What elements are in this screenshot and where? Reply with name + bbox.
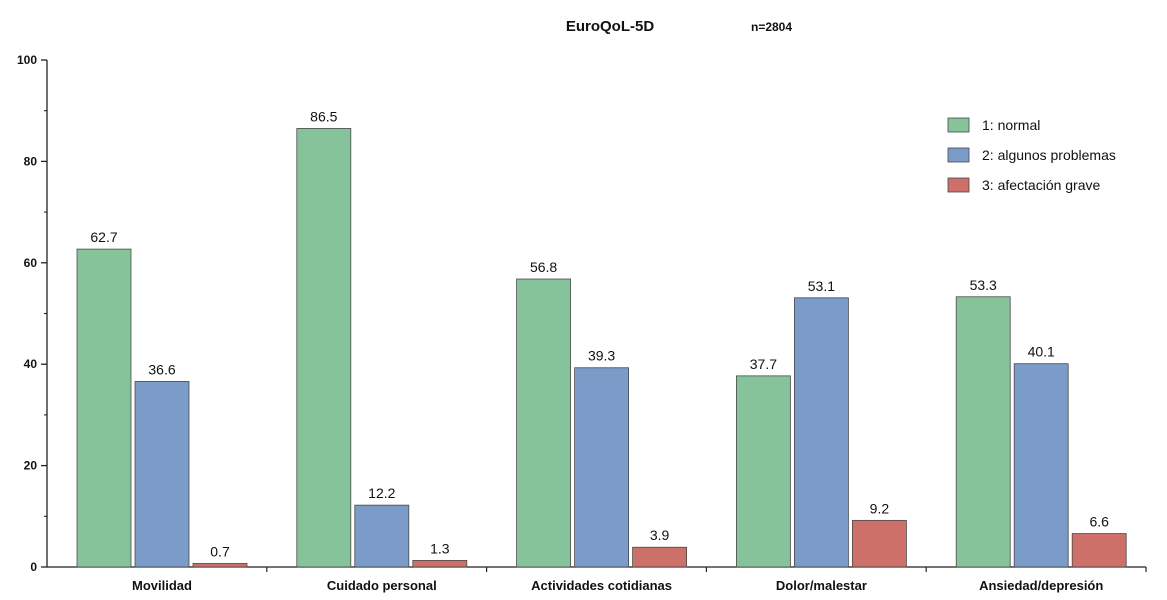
y-tick-label: 100	[17, 53, 37, 67]
bar	[134, 381, 190, 568]
bar	[736, 375, 791, 568]
bar	[632, 546, 687, 568]
bar	[794, 297, 849, 568]
data-label: 6.6	[1089, 514, 1109, 530]
y-tick-label: 60	[24, 256, 38, 270]
data-label: 0.7	[210, 543, 230, 559]
data-label: 9.2	[870, 500, 890, 516]
bar	[516, 278, 571, 568]
data-label: 53.3	[970, 277, 997, 293]
bar	[412, 560, 468, 568]
x-tick-label: Cuidado personal	[327, 578, 437, 593]
legend-swatch	[947, 117, 970, 133]
data-labels: 62.7 36.6 0.7 86.5 12.2 1.3 56.8 39.3 3.9 37.7 53.…	[90, 108, 1109, 559]
x-tick-label: Movilidad	[132, 578, 192, 593]
data-label: 37.7	[750, 356, 777, 372]
chart-subtitle: n=2804	[751, 20, 792, 34]
chart-title: EuroQoL-5D	[566, 18, 654, 35]
bar	[76, 248, 132, 568]
legend-label: 3: afectación grave	[982, 177, 1101, 193]
data-label: 53.1	[808, 278, 835, 294]
x-tick-label: Ansiedad/depresión	[979, 578, 1103, 593]
bar	[574, 367, 629, 568]
x-tick-label: Dolor/malestar	[776, 578, 867, 593]
legend: 1: normal 2: algunos problemas 3: afectaci…	[947, 117, 1116, 193]
data-label: 62.7	[90, 229, 117, 245]
legend-swatch	[947, 177, 970, 193]
bar	[852, 519, 907, 568]
data-label: 1.3	[430, 540, 450, 556]
bar	[296, 128, 352, 568]
y-tick-label: 0	[30, 560, 37, 574]
x-tick-label: Actividades cotidianas	[531, 578, 672, 593]
data-label: 39.3	[588, 348, 615, 364]
legend-swatch	[947, 147, 970, 163]
data-label: 36.6	[148, 361, 175, 377]
y-tick-label: 40	[24, 357, 38, 371]
bar	[1013, 363, 1069, 568]
legend-label: 1: normal	[982, 117, 1040, 133]
x-axis: Movilidad Cuidado personal Actividades cot…	[47, 566, 1147, 593]
data-label: 40.1	[1028, 344, 1055, 360]
data-label: 86.5	[310, 108, 337, 124]
data-label: 56.8	[530, 259, 557, 275]
bar	[955, 296, 1011, 568]
bar	[192, 563, 248, 568]
legend-label: 2: algunos problemas	[982, 147, 1116, 163]
data-label: 12.2	[368, 485, 395, 501]
data-label: 3.9	[650, 527, 670, 543]
bars	[76, 128, 1127, 568]
bar	[1071, 533, 1127, 568]
y-axis: 0 20 40 60 80 100	[17, 53, 48, 574]
y-tick-label: 80	[24, 154, 38, 168]
bar	[354, 504, 410, 568]
y-tick-label: 20	[24, 459, 38, 473]
